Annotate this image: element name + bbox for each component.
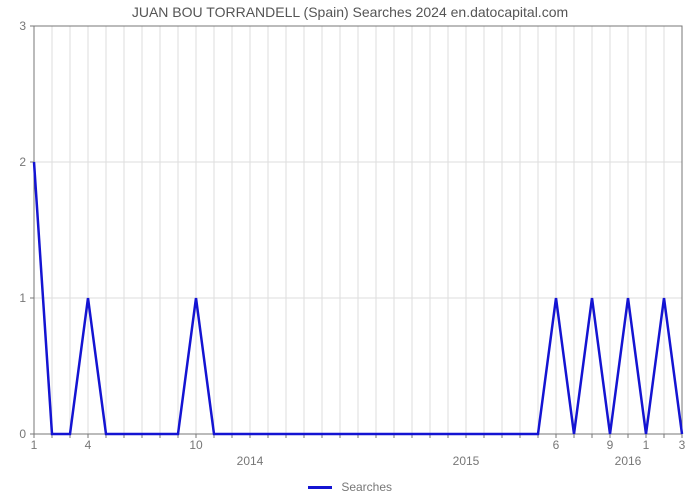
y-tick-label: 3 — [19, 19, 34, 33]
chart-title: JUAN BOU TORRANDELL (Spain) Searches 202… — [0, 4, 700, 20]
x-tick-label: 6 — [553, 434, 560, 452]
chart-plot-area: 012314106913201420152016 — [34, 26, 682, 434]
chart-svg — [34, 26, 682, 434]
legend-swatch — [308, 486, 332, 489]
x-tick-label: 3 — [679, 434, 686, 452]
x-tick-label: 1 — [643, 434, 650, 452]
x-tick-label: 1 — [31, 434, 38, 452]
y-tick-label: 1 — [19, 291, 34, 305]
y-tick-label: 2 — [19, 155, 34, 169]
x-group-label: 2016 — [615, 434, 642, 468]
x-group-label: 2015 — [453, 434, 480, 468]
x-group-label: 2014 — [237, 434, 264, 468]
legend-label: Searches — [341, 480, 392, 494]
x-tick-label: 4 — [85, 434, 92, 452]
chart-legend: Searches — [0, 479, 700, 494]
x-tick-label: 10 — [189, 434, 202, 452]
x-tick-label: 9 — [607, 434, 614, 452]
